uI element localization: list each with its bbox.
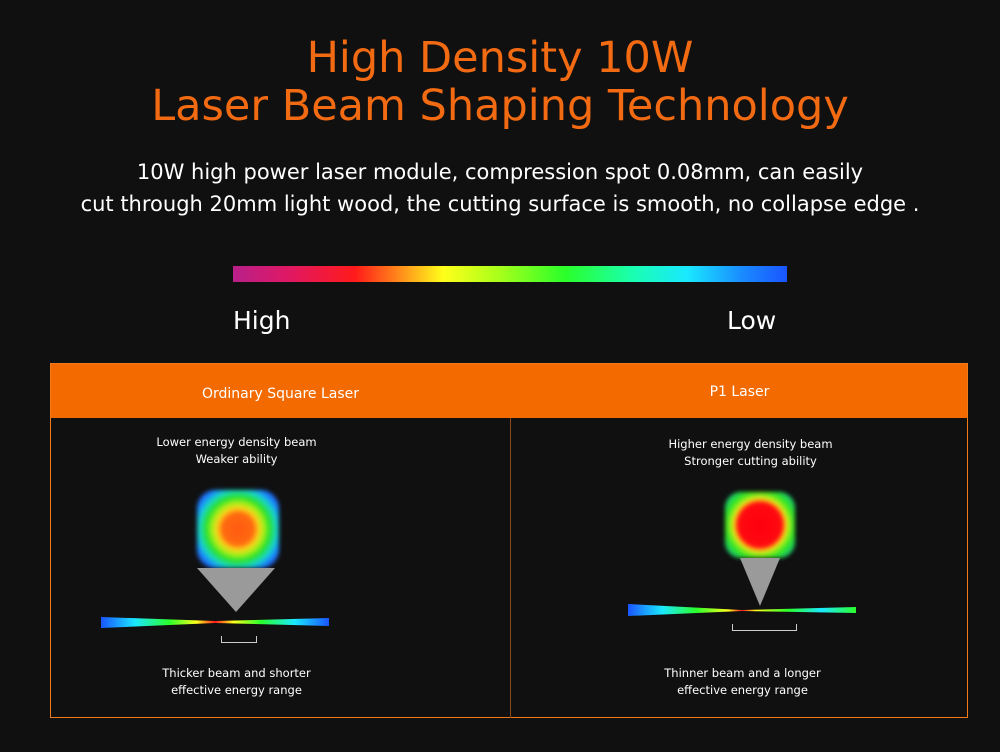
page-subtitle: 10W high power laser module, compression…: [0, 156, 1000, 220]
page-title: High Density 10W Laser Beam Shaping Tech…: [0, 34, 1000, 130]
ordinary-desc-line-1: Lower energy density beam: [156, 435, 317, 449]
title-line-1: High Density 10W: [306, 33, 694, 83]
p1-bottom-line-2: effective energy range: [677, 683, 808, 697]
scale-low-label: Low: [727, 306, 777, 335]
comparison-panel: Ordinary Square Laser P1 Laser Lower ene…: [50, 363, 968, 718]
p1-bottom-line-1: Thinner beam and a longer: [664, 666, 821, 680]
scale-high-label: High: [233, 306, 291, 335]
ordinary-beam-spot-icon: [197, 490, 279, 568]
subtitle-line-1: 10W high power laser module, compression…: [136, 160, 864, 184]
p1-laser-footnote: Thinner beam and a longer effective ener…: [513, 665, 972, 699]
ordinary-focus-range-bracket: [221, 636, 257, 643]
ordinary-beam-profile: [101, 617, 329, 628]
ordinary-bottom-line-2: effective energy range: [171, 683, 302, 697]
p1-desc-line-1: Higher energy density beam: [668, 437, 833, 451]
comparison-header: Ordinary Square Laser P1 Laser: [51, 364, 967, 418]
p1-focus-range-bracket: [732, 624, 797, 631]
p1-beam-spot-icon: [725, 492, 795, 558]
p1-beam-cone: [740, 558, 780, 606]
ordinary-beam-cone: [197, 568, 275, 612]
title-line-2: Laser Beam Shaping Technology: [151, 81, 849, 131]
p1-laser-description: Higher energy density beam Stronger cutt…: [521, 436, 980, 470]
ordinary-laser-description: Lower energy density beam Weaker ability: [7, 434, 466, 468]
subtitle-line-2: cut through 20mm light wood, the cutting…: [80, 192, 920, 216]
energy-spectrum-bar: [233, 266, 787, 282]
p1-beam-profile: [628, 604, 856, 616]
p1-desc-line-2: Stronger cutting ability: [684, 454, 817, 468]
ordinary-laser-footnote: Thicker beam and shorter effective energ…: [7, 665, 466, 699]
ordinary-bottom-line-1: Thicker beam and shorter: [162, 666, 311, 680]
ordinary-desc-line-2: Weaker ability: [195, 452, 278, 466]
column-divider: [510, 418, 511, 718]
ordinary-laser-title: Ordinary Square Laser: [201, 386, 360, 402]
p1-laser-title: P1 Laser: [709, 384, 770, 400]
